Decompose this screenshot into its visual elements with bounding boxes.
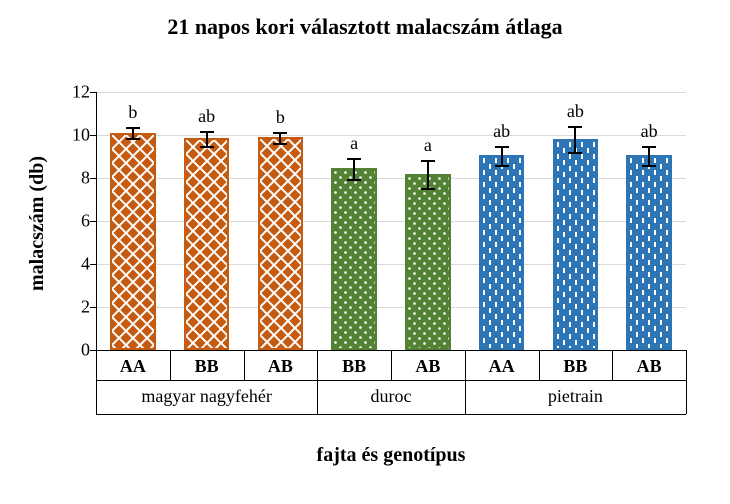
error-bar: [501, 146, 503, 165]
category-separator: [317, 350, 318, 380]
significance-label: a: [424, 135, 432, 156]
error-cap: [495, 165, 509, 167]
error-cap: [568, 152, 582, 154]
error-cap: [568, 126, 582, 128]
bar: [405, 174, 451, 350]
error-cap: [126, 127, 140, 129]
y-tick-label: 6: [81, 211, 96, 232]
gridline: [96, 135, 686, 136]
category-separator: [465, 350, 466, 380]
y-tick-label: 12: [72, 82, 96, 103]
group-label: pietrain: [548, 386, 603, 407]
significance-label: b: [128, 102, 137, 123]
axis-table-line: [96, 414, 686, 415]
axis-table-line: [96, 380, 686, 381]
bar: [258, 137, 304, 350]
bar: [184, 138, 230, 350]
category-label: AA: [120, 356, 146, 377]
y-tick-label: 10: [72, 125, 96, 146]
category-separator: [391, 350, 392, 380]
y-tick-label: 2: [81, 297, 96, 318]
y-axis-label: malacszám (db): [26, 156, 49, 291]
category-label: AA: [489, 356, 515, 377]
significance-label: ab: [567, 101, 584, 122]
group-separator: [465, 380, 466, 414]
category-label: AB: [268, 356, 293, 377]
error-cap: [347, 179, 361, 181]
error-cap: [126, 138, 140, 140]
error-bar: [574, 126, 576, 152]
significance-label: ab: [198, 106, 215, 127]
group-separator: [317, 380, 318, 414]
y-tick-label: 4: [81, 254, 96, 275]
error-cap: [421, 160, 435, 162]
category-label: BB: [195, 356, 219, 377]
y-tick-label: 8: [81, 168, 96, 189]
category-separator: [612, 350, 613, 380]
category-separator: [244, 350, 245, 380]
bar: [553, 139, 599, 350]
category-separator: [539, 350, 540, 380]
category-label: AB: [637, 356, 662, 377]
error-cap: [495, 146, 509, 148]
bar: [626, 155, 672, 350]
bar: [110, 133, 156, 350]
error-cap: [421, 188, 435, 190]
error-bar: [427, 160, 429, 188]
category-label: BB: [342, 356, 366, 377]
error-cap: [347, 158, 361, 160]
category-label: BB: [563, 356, 587, 377]
error-cap: [642, 165, 656, 167]
category-label: AB: [415, 356, 440, 377]
plot-area: 024681012bAAabBBbABmagyar nagyfehéraBBaA…: [96, 92, 686, 350]
bar: [479, 155, 525, 350]
chart-title: 21 napos kori választott malacszám átlag…: [0, 14, 730, 40]
error-cap: [200, 146, 214, 148]
y-tick-label: 0: [81, 340, 96, 361]
y-axis: [96, 92, 97, 350]
error-bar: [353, 158, 355, 180]
group-label: magyar nagyfehér: [141, 386, 271, 407]
bar: [331, 168, 377, 350]
error-cap: [273, 132, 287, 134]
significance-label: a: [350, 133, 358, 154]
axis-table-side: [686, 350, 687, 414]
error-bar: [648, 146, 650, 165]
significance-label: ab: [641, 121, 658, 142]
error-cap: [642, 146, 656, 148]
error-cap: [273, 143, 287, 145]
x-axis-label: fajta és genotípus: [96, 444, 686, 467]
category-separator: [170, 350, 171, 380]
group-label: duroc: [371, 386, 412, 407]
axis-table-side: [96, 350, 97, 414]
significance-label: b: [276, 107, 285, 128]
gridline: [96, 92, 686, 93]
error-cap: [200, 131, 214, 133]
error-bar: [206, 131, 208, 146]
significance-label: ab: [493, 121, 510, 142]
